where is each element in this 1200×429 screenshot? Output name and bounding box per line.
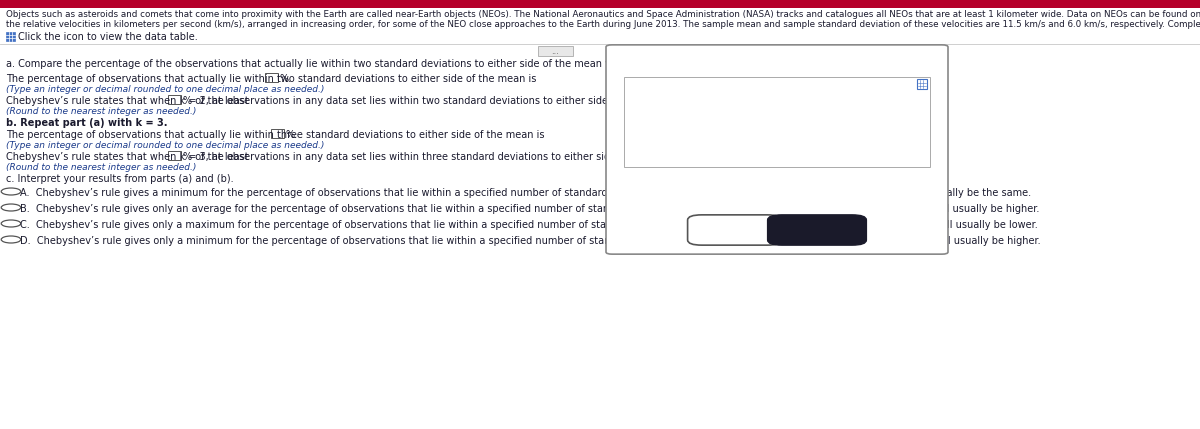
Text: 14: 14 — [666, 128, 682, 141]
Text: Print: Print — [720, 224, 748, 237]
Text: 12: 12 — [786, 114, 802, 127]
Text: 9: 9 — [731, 100, 738, 113]
Text: %.: %. — [286, 130, 298, 140]
Text: Objects such as asteroids and comets that come into proximity with the Earth are: Objects such as asteroids and comets tha… — [6, 10, 1200, 19]
Text: 9: 9 — [791, 100, 798, 113]
Text: 5: 5 — [671, 86, 678, 99]
Text: 20: 20 — [636, 142, 652, 155]
Text: 13: 13 — [816, 114, 832, 127]
Text: 6: 6 — [821, 86, 828, 99]
Text: Done: Done — [800, 224, 834, 237]
Text: (Round to the nearest integer as needed.): (Round to the nearest integer as needed.… — [6, 163, 197, 172]
Text: 4: 4 — [641, 86, 648, 99]
Text: 14: 14 — [696, 128, 712, 141]
Text: The percentage of observations that actually lie within three standard deviation: The percentage of observations that actu… — [6, 130, 545, 140]
Text: c. Interpret your results from parts (a) and (b).: c. Interpret your results from parts (a)… — [6, 174, 234, 184]
Text: 5: 5 — [701, 86, 708, 99]
Text: A.  Chebyshev’s rule gives a minimum for the percentage of observations that lie: A. Chebyshev’s rule gives a minimum for … — [20, 188, 1031, 198]
Text: 8: 8 — [701, 100, 708, 113]
Text: D.  Chebyshev’s rule gives only a minimum for the percentage of observations tha: D. Chebyshev’s rule gives only a minimum… — [20, 236, 1040, 246]
Text: B.  Chebyshev’s rule gives only an average for the percentage of observations th: B. Chebyshev’s rule gives only an averag… — [20, 204, 1039, 214]
Text: (Type an integer or decimal rounded to one decimal place as needed.): (Type an integer or decimal rounded to o… — [6, 85, 324, 94]
Text: 8: 8 — [671, 100, 678, 113]
Text: %.: %. — [280, 74, 292, 84]
Text: 11: 11 — [756, 114, 772, 127]
Text: C.  Chebyshev’s rule gives only a maximum for the percentage of observations tha: C. Chebyshev’s rule gives only a maximum… — [20, 220, 1038, 230]
Text: 8: 8 — [641, 100, 648, 113]
Text: The percentage of observations that actually lie within two standard deviations : The percentage of observations that actu… — [6, 74, 536, 84]
Text: b. Repeat part (a) with k = 3.: b. Repeat part (a) with k = 3. — [6, 118, 168, 128]
Text: 10: 10 — [696, 114, 712, 127]
Text: ×: × — [916, 58, 928, 72]
Text: 9: 9 — [761, 100, 768, 113]
Text: 17: 17 — [726, 128, 742, 141]
Text: Chebyshev’s rule states that when k = 3, at least: Chebyshev’s rule states that when k = 3,… — [6, 152, 248, 162]
Text: 5: 5 — [761, 86, 768, 99]
Text: 9: 9 — [821, 100, 828, 113]
Text: 9: 9 — [641, 114, 648, 127]
Text: 6: 6 — [791, 86, 798, 99]
Text: 19: 19 — [786, 128, 802, 141]
Text: 13: 13 — [636, 128, 652, 141]
Text: 11: 11 — [726, 114, 742, 127]
Text: 20: 20 — [816, 128, 832, 141]
Text: (Round to the nearest integer as needed.): (Round to the nearest integer as needed.… — [6, 107, 197, 116]
Text: 30: 30 — [697, 142, 712, 155]
Text: Data table: Data table — [630, 61, 736, 79]
Text: 17: 17 — [756, 128, 772, 141]
Text: % of the observations in any data set lies within two standard deviations to eit: % of the observations in any data set li… — [182, 96, 673, 106]
Text: Chebyshev’s rule states that when k = 2, at least: Chebyshev’s rule states that when k = 2,… — [6, 96, 248, 106]
Text: Click the icon to view the data table.: Click the icon to view the data table. — [18, 32, 198, 42]
Text: a. Compare the percentage of the observations that actually lie within two stand: a. Compare the percentage of the observa… — [6, 59, 839, 69]
Text: (Type an integer or decimal rounded to one decimal place as needed.): (Type an integer or decimal rounded to o… — [6, 141, 324, 150]
Text: the relative velocities in kilometers per second (km/s), arranged in increasing : the relative velocities in kilometers pe… — [6, 20, 1200, 29]
Text: 21: 21 — [666, 142, 682, 155]
Text: 9: 9 — [671, 114, 678, 127]
Text: 5: 5 — [731, 86, 738, 99]
Text: –: – — [901, 58, 907, 71]
Text: ...: ... — [551, 47, 559, 56]
Text: % of the observations in any data set lies within three standard deviations to e: % of the observations in any data set li… — [182, 152, 682, 162]
